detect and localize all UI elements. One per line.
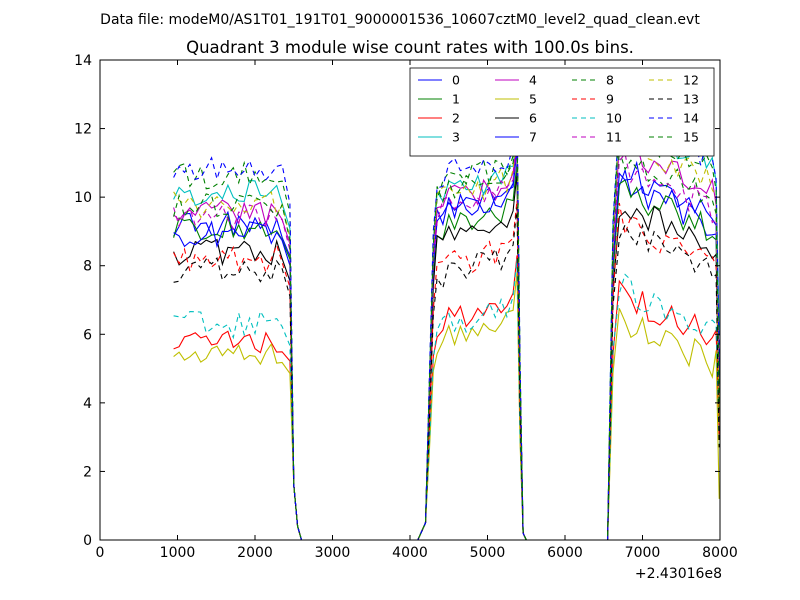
series-line-2 (173, 255, 720, 540)
legend-label-4: 4 (529, 73, 537, 88)
legend-box (409, 67, 715, 157)
legend-label-7: 7 (529, 130, 537, 145)
series-line-1 (173, 162, 720, 540)
series-line-5 (173, 272, 720, 540)
legend-label-6: 6 (529, 111, 537, 126)
series-layer (173, 107, 720, 540)
x-tick-label-0: 0 (96, 545, 105, 561)
x-tick-label-6000: 6000 (547, 545, 583, 561)
legend-label-14: 14 (683, 111, 699, 126)
series-line-4 (173, 135, 720, 540)
y-tick-label-14: 14 (74, 53, 92, 69)
x-tick-label-2000: 2000 (237, 545, 273, 561)
chart-title: Quadrant 3 module wise count rates with … (186, 38, 634, 57)
series-line-3 (173, 116, 720, 540)
x-tick-label-8000: 8000 (702, 545, 738, 561)
y-tick-label-0: 0 (83, 533, 92, 549)
series-line-7 (173, 149, 720, 540)
y-tick-label-4: 4 (83, 396, 92, 412)
y-tick-label-8: 8 (83, 259, 92, 275)
series-line-6 (173, 173, 720, 540)
y-tick-label-2: 2 (83, 464, 92, 480)
legend-label-9: 9 (606, 92, 614, 107)
x-tick-label-4000: 4000 (392, 545, 428, 561)
legend-label-15: 15 (683, 130, 699, 145)
series-line-12 (173, 122, 720, 540)
series-line-9 (173, 200, 720, 540)
tick-layer: 0 1000 2000 3000 4000 5000 6000 7000 80000246810… (74, 53, 738, 561)
y-tick-label-6: 6 (83, 327, 92, 343)
legend-label-3: 3 (452, 130, 460, 145)
legend-label-0: 0 (452, 73, 460, 88)
legend-label-2: 2 (452, 111, 460, 126)
x-tick-label-7000: 7000 (625, 545, 661, 561)
series-line-13 (173, 207, 720, 540)
legend-label-1: 1 (452, 92, 460, 107)
suptitle: Data file: modeM0/AS1T01_191T01_90000015… (100, 12, 700, 28)
legend-label-13: 13 (683, 92, 699, 107)
legend-label-12: 12 (683, 73, 699, 88)
y-tick-label-12: 12 (74, 122, 92, 138)
legend-label-8: 8 (606, 73, 614, 88)
x-tick-label-3000: 3000 (315, 545, 351, 561)
legend-label-10: 10 (606, 111, 622, 126)
legend-label-11: 11 (606, 130, 622, 145)
x-tick-label-5000: 5000 (470, 545, 506, 561)
x-tick-label-1000: 1000 (160, 545, 196, 561)
series-line-10 (173, 258, 720, 540)
legend-label-5: 5 (529, 92, 537, 107)
x-offset-label: +2.43016e8 (635, 566, 722, 582)
series-line-11 (173, 142, 720, 540)
y-tick-label-10: 10 (74, 190, 92, 206)
